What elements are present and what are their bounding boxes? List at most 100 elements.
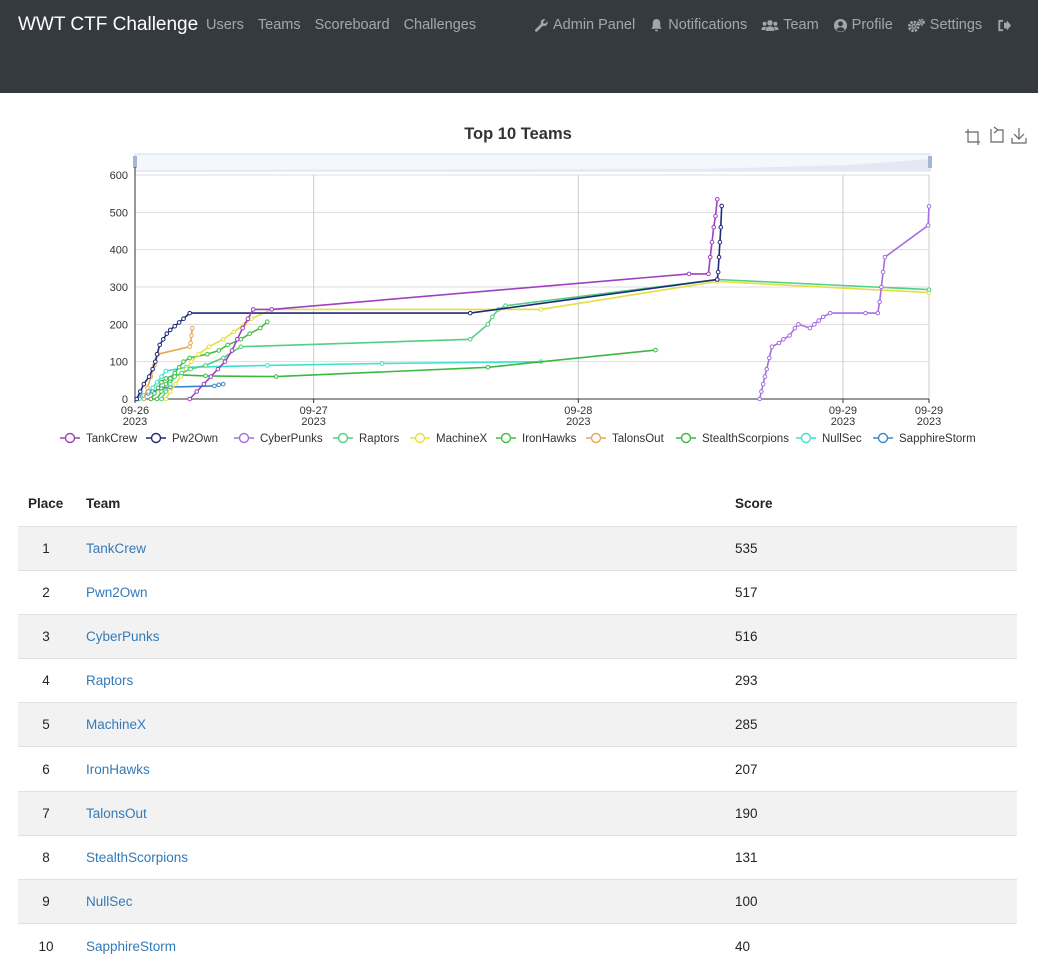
brand-title[interactable]: WWT CTF Challenge [18,14,199,35]
data-point [220,381,226,387]
table-row: 1 TankCrew 535 [18,525,1017,571]
table-row: 6 IronHawks 207 [18,746,1017,792]
series-tankcrew[interactable] [187,196,720,402]
team-link[interactable]: TankCrew [86,540,147,556]
nav-settings[interactable]: Settings [907,17,982,33]
nav-profile-label: Profile [851,17,893,33]
data-point [172,374,177,379]
series-nullsec[interactable] [137,359,544,402]
legend-item-ironhawks[interactable]: IronHawks [496,432,577,445]
header-team: Team [86,482,735,527]
data-point [172,370,177,376]
legend-item-sapphirestorm[interactable]: SapphireStorm [873,432,976,445]
legend-item-raptors[interactable]: Raptors [333,432,400,445]
series-cyberpunks[interactable] [757,204,932,402]
legend-label: NullSec [822,433,862,445]
data-point [215,366,221,372]
legend-item-nullsec[interactable]: NullSec [796,432,862,445]
legend-item-cyberpunks[interactable]: CyberPunks [234,432,323,445]
team-link[interactable]: Pwn2Own [86,584,148,600]
data-point [160,336,166,342]
legend-item-talonsout[interactable]: TalonsOut [586,432,665,445]
legend-item-machinex[interactable]: MachineX [410,432,487,445]
team-link[interactable]: Raptors [86,673,134,689]
data-point [776,340,782,346]
data-point [176,364,182,370]
data-point [164,331,170,336]
data-point [159,379,164,385]
data-point [880,269,886,275]
data-point [176,320,182,325]
nav-link-scoreboard[interactable]: Scoreboard [314,17,390,33]
series-pw2own[interactable] [134,203,724,402]
data-point [875,310,881,316]
data-point [713,213,718,219]
header-score: Score [735,482,1017,527]
nav-team[interactable]: Team [761,17,819,33]
data-point [163,381,169,387]
series-machinex[interactable] [163,279,932,402]
series-ironhawks[interactable] [154,319,270,402]
nav-notifications[interactable]: Notifications [649,17,747,33]
nav-logout[interactable] [996,18,1012,33]
legend-item-tankcrew[interactable]: TankCrew [60,432,138,445]
legend-marker [877,432,889,444]
data-point [201,381,207,387]
row-team-cell: SapphireStorm [86,923,735,968]
data-point [141,396,147,402]
data-point [467,336,473,342]
data-point [265,363,270,368]
row-score: 517 [735,569,1017,615]
legend-marker [800,432,812,444]
data-point [154,379,160,385]
data-point [141,381,147,387]
team-link[interactable]: NullSec [86,894,133,910]
score-chart-svg: Top 10 Teams 010020030040050060009-26202… [60,125,1027,445]
data-point [715,269,721,275]
legend-marker [680,432,692,444]
series-raptors[interactable] [159,277,932,402]
legend-label: TalonsOut [612,433,665,445]
y-tick-label: 200 [110,319,128,331]
team-link[interactable]: MachineX [86,717,147,733]
data-point [796,322,801,327]
data-point [189,333,194,338]
nav-admin-panel[interactable]: Admin Panel [534,17,635,33]
data-point [150,366,155,372]
legend-label: CyberPunks [260,433,323,445]
team-link[interactable]: StealthScorpions [86,849,189,865]
nav-link-challenges[interactable]: Challenges [403,17,477,33]
row-score: 100 [735,878,1017,924]
legend-marker [590,432,602,444]
data-point [167,376,173,381]
row-team-cell: Raptors [86,658,735,703]
legend-item-pw2own[interactable]: Pw2Own [146,432,218,445]
team-link[interactable]: SapphireStorm [86,938,177,954]
data-point [173,381,178,387]
zoom-reset-icon[interactable] [990,126,1004,143]
y-tick-label: 300 [110,282,128,294]
series-line [136,205,723,400]
legend-label: StealthScorpions [702,433,789,445]
team-link[interactable]: IronHawks [86,761,150,777]
nav-profile[interactable]: Profile [833,17,893,33]
nav-link-teams[interactable]: Teams [257,17,301,33]
data-point [247,331,252,336]
zoom-icon[interactable] [965,129,980,145]
data-zoom-slider[interactable] [133,153,932,172]
data-point [711,224,717,230]
legend-item-stealthscorpions[interactable]: StealthScorpions [676,432,789,445]
data-point [154,396,160,402]
data-zoom-right-handle[interactable] [928,156,932,168]
nav-link-users[interactable]: Users [206,17,244,33]
legend-label: SapphireStorm [899,433,976,445]
data-point [820,314,826,320]
data-zoom-left-handle[interactable] [133,156,137,168]
download-icon[interactable] [1011,128,1027,144]
team-link[interactable]: CyberPunks [86,628,160,644]
team-link[interactable]: TalonsOut [86,805,147,821]
users-icon [761,19,779,31]
y-tick-label: 0 [122,394,128,406]
legend-marker [500,432,512,444]
scoreboard-table: Place Team Score 1 TankCrew 535 2 Pwn2Ow… [18,482,1017,968]
